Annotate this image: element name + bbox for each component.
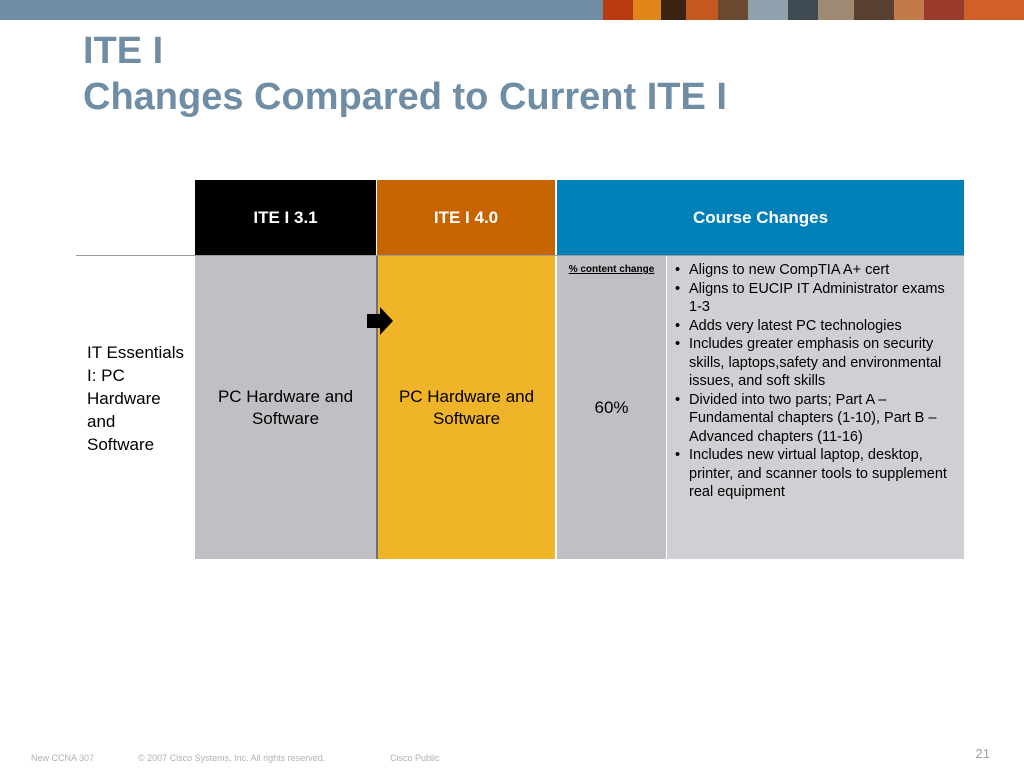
header-photo-strip xyxy=(603,0,1024,20)
old-course-cell: PC Hardware and Software xyxy=(195,256,376,559)
old-course-text: PC Hardware and Software xyxy=(217,386,354,428)
row-label: IT Essentials I: PC Hardware and Softwar… xyxy=(87,343,185,454)
list-item: Aligns to EUCIP IT Administrator exams 1… xyxy=(671,280,957,317)
header-course-changes: Course Changes xyxy=(557,180,964,255)
list-item: Aligns to new CompTIA A+ cert xyxy=(671,261,957,280)
header-ite-4-0: ITE I 4.0 xyxy=(377,180,555,255)
new-course-text: PC Hardware and Software xyxy=(398,386,535,428)
list-item: Divided into two parts; Part A – Fundame… xyxy=(671,391,957,447)
header-divider xyxy=(76,255,964,256)
percent-cell xyxy=(557,256,666,559)
list-item: Includes greater emphasis on security sk… xyxy=(671,335,957,391)
list-item: Adds very latest PC technologies xyxy=(671,317,957,336)
slide-title: ITE I Changes Compared to Current ITE I xyxy=(83,28,727,120)
footer-course-code: New CCNA 307 xyxy=(31,753,95,763)
column-divider xyxy=(376,256,378,559)
footer-copyright: © 2007 Cisco Systems, Inc. All rights re… xyxy=(138,753,326,763)
footer-classification: Cisco Public xyxy=(390,753,440,763)
header-ite-3-1: ITE I 3.1 xyxy=(195,180,376,255)
new-course-cell: PC Hardware and Software xyxy=(378,256,555,559)
percent-change-value: 60% xyxy=(594,398,629,417)
percent-change-label: % content change xyxy=(568,264,655,275)
course-changes-list: Aligns to new CompTIA A+ cert Aligns to … xyxy=(671,261,957,502)
right-arrow-icon xyxy=(367,307,393,335)
list-item: Includes new virtual laptop, desktop, pr… xyxy=(671,446,957,502)
page-number: 21 xyxy=(975,746,990,761)
title-line-2: Changes Compared to Current ITE I xyxy=(83,76,727,118)
title-line-1: ITE I xyxy=(83,30,164,72)
